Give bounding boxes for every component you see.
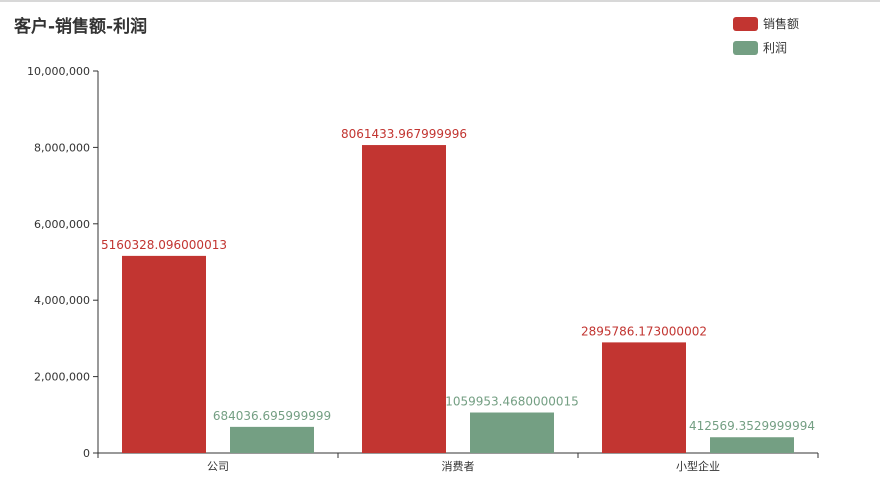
chart-title: 客户-销售额-利润 — [13, 16, 147, 37]
x-tick-label: 消费者 — [442, 459, 475, 473]
bar-value-label: 8061433.967999996 — [341, 127, 467, 141]
legend-label-sales[interactable]: 销售额 — [763, 16, 799, 31]
bar-value-label: 412569.3529999994 — [689, 419, 815, 433]
bar-sales[interactable] — [602, 342, 686, 453]
bar-value-label: 684036.695999999 — [213, 409, 331, 423]
legend-item-sales[interactable]: 销售额 — [733, 16, 799, 31]
bars — [122, 145, 794, 453]
bar-sales[interactable] — [362, 145, 446, 453]
y-tick-label: 0 — [83, 447, 90, 460]
legend-swatch-profit[interactable] — [733, 41, 758, 55]
x-tick-label: 公司 — [207, 460, 229, 473]
x-axis: 公司 消费者 小型企业 — [97, 452, 819, 473]
legend-label-profit[interactable]: 利润 — [763, 41, 787, 55]
y-tick-label: 10,000,000 — [27, 65, 90, 78]
bar-value-label: 2895786.173000002 — [581, 324, 707, 338]
bar-value-label: 5160328.096000013 — [101, 238, 227, 252]
x-tick-label: 小型企业 — [676, 459, 720, 473]
bar-sales[interactable] — [122, 255, 206, 453]
legend-item-profit[interactable]: 利润 — [733, 41, 787, 55]
y-axis: 0 2,000,000 4,000,000 6,000,000 8,000,000 10,… — [27, 65, 99, 460]
y-tick-label: 8,000,000 — [34, 141, 90, 154]
legend[interactable]: 销售额 利润 — [733, 16, 799, 55]
bar-profit[interactable] — [710, 437, 794, 453]
y-tick-label: 2,000,000 — [34, 371, 90, 384]
y-tick-label: 4,000,000 — [34, 294, 90, 307]
bar-value-label: 1059953.4680000015 — [445, 395, 579, 409]
bar-profit[interactable] — [470, 412, 554, 453]
y-tick-label: 6,000,000 — [34, 218, 90, 231]
bar-profit[interactable] — [230, 426, 314, 453]
bar-labels: 5160328.096000013 8061433.967999996 289578… — [101, 127, 815, 433]
legend-swatch-sales[interactable] — [733, 17, 758, 31]
